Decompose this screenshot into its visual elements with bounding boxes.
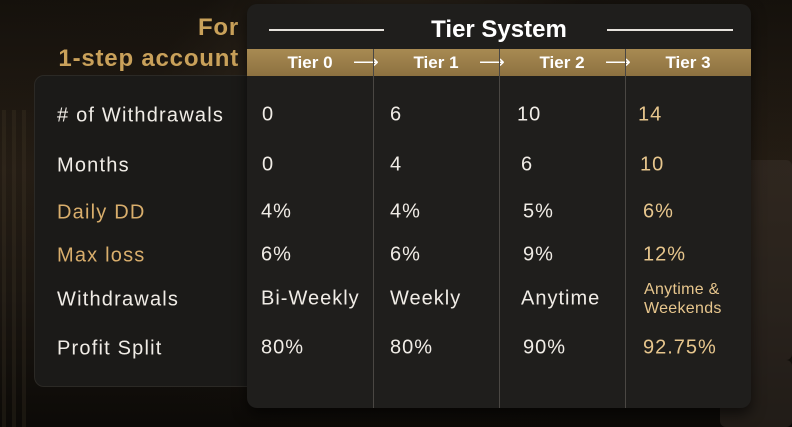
- tier-header-3: Tier 3: [665, 53, 711, 72]
- cell-max-loss-tier1: 6%: [390, 243, 421, 266]
- cell-months-tier3: 10: [640, 153, 665, 176]
- cell-max-loss-tier3: 12%: [643, 243, 687, 266]
- column-divider: [373, 49, 374, 408]
- cell-profit-split-tier0: 80%: [261, 336, 305, 359]
- cell-daily-dd-tier0: 4%: [261, 200, 292, 223]
- title-rule-right: [607, 29, 733, 31]
- background-pillar: [12, 110, 16, 427]
- title-rule-left: [269, 29, 384, 31]
- cell-max-loss-tier2: 9%: [523, 243, 554, 266]
- cell-daily-dd-tier2: 5%: [523, 200, 554, 223]
- background-pillar: [22, 110, 26, 427]
- cell-withdrawals-count-tier0: 0: [262, 103, 275, 126]
- row-label-months: Months: [57, 154, 130, 177]
- cell-withdrawals-tier1: Weekly: [390, 287, 462, 310]
- cell-profit-split-tier3: 92.75%: [643, 336, 717, 359]
- table-title: Tier System: [431, 16, 567, 43]
- cell-withdrawals-count-tier1: 6: [390, 103, 403, 126]
- background-pillar: [2, 110, 6, 427]
- row-label-daily-dd: Daily DD: [57, 201, 146, 224]
- cell-withdrawals-tier2: Anytime: [521, 287, 601, 310]
- arrow-right-icon: ⟶: [479, 52, 505, 72]
- cell-withdrawals-tier0: Bi-Weekly: [261, 287, 360, 310]
- cell-months-tier2: 6: [521, 153, 534, 176]
- cell-months-tier1: 4: [390, 153, 403, 176]
- cell-withdrawals-count-tier3: 14: [638, 103, 663, 126]
- column-divider: [499, 49, 500, 408]
- cell-withdrawals-tier3: Anytime & Weekends: [644, 281, 722, 317]
- arrow-right-icon: ⟶: [605, 52, 631, 72]
- cell-daily-dd-tier1: 4%: [390, 200, 421, 223]
- tier-header-1: Tier 1: [413, 53, 459, 72]
- cell-withdrawals-count-tier2: 10: [517, 103, 542, 126]
- row-label-profit-split: Profit Split: [57, 337, 163, 360]
- row-label-withdrawals: Withdrawals: [57, 288, 180, 311]
- tier-header-0: Tier 0: [287, 53, 333, 72]
- cell-daily-dd-tier3: 6%: [643, 200, 674, 223]
- tier-system-card: Tier System Tier 0 Tier 1 Tier 2 Tier 3 …: [247, 4, 751, 408]
- row-label-withdrawals-count: # of Withdrawals: [57, 104, 225, 127]
- row-labels-panel: # of Withdrawals Months Daily DD Max los…: [34, 75, 266, 387]
- cell-months-tier0: 0: [262, 153, 275, 176]
- account-heading-line1: For: [197, 14, 239, 41]
- row-label-max-loss: Max loss: [57, 244, 146, 267]
- account-heading-line2: 1-step account: [58, 45, 239, 72]
- arrow-right-icon: ⟶: [353, 52, 379, 72]
- cell-max-loss-tier0: 6%: [261, 243, 292, 266]
- column-divider: [625, 49, 626, 408]
- cell-profit-split-tier2: 90%: [523, 336, 567, 359]
- account-heading: For 1-step account: [58, 12, 239, 74]
- cell-profit-split-tier1: 80%: [390, 336, 434, 359]
- tier-header-2: Tier 2: [539, 53, 585, 72]
